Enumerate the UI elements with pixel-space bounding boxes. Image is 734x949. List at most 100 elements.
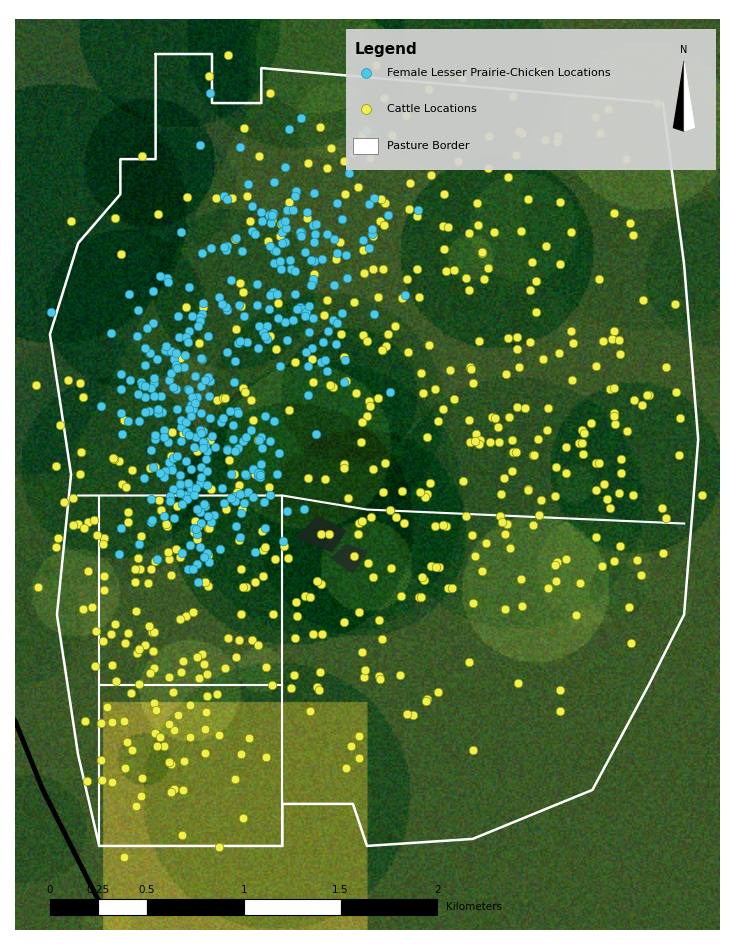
Point xyxy=(170,541,182,556)
Point xyxy=(280,234,291,250)
Point xyxy=(168,782,180,797)
Point xyxy=(126,462,138,477)
Point xyxy=(95,753,106,768)
Point xyxy=(159,430,170,445)
Point xyxy=(636,398,648,413)
Point xyxy=(490,411,501,426)
Point xyxy=(657,546,669,561)
Point xyxy=(321,363,333,379)
Point xyxy=(302,358,314,373)
Point xyxy=(197,423,209,438)
Point xyxy=(202,443,214,458)
Point xyxy=(339,352,351,367)
Point xyxy=(304,325,316,340)
Point xyxy=(586,416,597,431)
Point xyxy=(560,466,572,481)
Point xyxy=(204,374,216,389)
Point xyxy=(561,551,573,567)
Point xyxy=(257,542,269,557)
Point xyxy=(174,477,186,493)
Point xyxy=(228,467,239,482)
Point xyxy=(378,90,390,105)
Point xyxy=(195,405,207,420)
Point xyxy=(227,489,239,504)
Point xyxy=(195,459,207,474)
Point xyxy=(493,434,505,449)
Point xyxy=(430,559,442,574)
Point xyxy=(512,676,523,691)
Point xyxy=(300,305,312,320)
Point xyxy=(537,352,548,367)
Point xyxy=(597,334,608,349)
Point xyxy=(367,569,379,585)
Point xyxy=(554,682,566,698)
Point xyxy=(147,512,159,528)
Point xyxy=(115,367,127,382)
Point xyxy=(234,276,246,291)
Point xyxy=(176,416,188,431)
Bar xyxy=(98,900,147,915)
Point xyxy=(535,492,547,507)
Point xyxy=(131,328,143,344)
Point xyxy=(50,458,62,474)
Point xyxy=(268,256,280,271)
Point xyxy=(273,445,285,460)
Point xyxy=(265,215,277,231)
Point xyxy=(418,572,430,587)
Point xyxy=(415,589,426,605)
Point xyxy=(465,435,476,450)
Point xyxy=(197,295,209,310)
Point xyxy=(145,562,156,577)
Point xyxy=(234,333,246,348)
Point xyxy=(323,526,335,541)
Point xyxy=(180,454,192,469)
Point xyxy=(275,216,287,232)
Point xyxy=(494,508,506,523)
Point xyxy=(324,378,336,393)
Point xyxy=(380,338,392,353)
Point xyxy=(266,209,277,224)
Point xyxy=(181,300,192,315)
Point xyxy=(614,332,625,347)
Point xyxy=(319,307,330,323)
Text: Kilometers: Kilometers xyxy=(446,902,502,912)
Point xyxy=(178,359,190,374)
Point xyxy=(144,345,156,361)
Point xyxy=(238,579,250,594)
Point xyxy=(233,440,244,456)
Text: Pasture Border: Pasture Border xyxy=(387,140,469,151)
Point xyxy=(440,518,452,533)
Point xyxy=(479,271,490,287)
Point xyxy=(236,298,247,313)
Point xyxy=(574,575,586,590)
Point xyxy=(195,470,207,485)
Point xyxy=(495,514,507,530)
Text: Cattle Locations: Cattle Locations xyxy=(387,104,476,115)
Point xyxy=(186,480,197,495)
Point xyxy=(183,477,195,493)
Point xyxy=(195,425,207,440)
Point xyxy=(154,730,166,745)
Point xyxy=(403,202,415,217)
Point xyxy=(199,721,211,736)
Point xyxy=(186,390,198,405)
Point xyxy=(151,738,163,754)
Point xyxy=(255,440,267,456)
Point xyxy=(509,445,521,460)
Point xyxy=(155,502,167,517)
Point xyxy=(327,380,339,395)
Point xyxy=(90,659,101,674)
Point xyxy=(484,435,496,450)
Point xyxy=(294,225,305,240)
Point xyxy=(341,270,353,286)
Point xyxy=(486,410,498,425)
Point xyxy=(206,428,217,443)
Point xyxy=(551,134,563,149)
Point xyxy=(570,607,582,623)
Point xyxy=(355,435,367,450)
Point xyxy=(608,405,620,420)
Point xyxy=(238,121,250,136)
Point xyxy=(118,713,130,728)
Point xyxy=(86,599,98,614)
Point xyxy=(231,403,243,419)
